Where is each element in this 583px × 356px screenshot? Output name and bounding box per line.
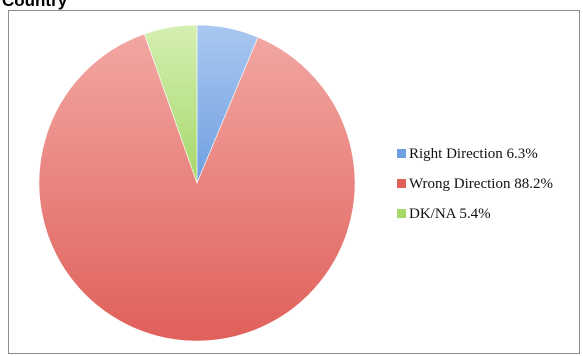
- legend-swatch-wrong-direction: [397, 179, 406, 188]
- legend-label-wrong-direction: Wrong Direction 88.2%: [409, 176, 553, 192]
- legend-label-dk-na: DK/NA 5.4%: [409, 206, 491, 222]
- legend-swatch-dk-na: [397, 209, 406, 218]
- chart-title: Country: [2, 0, 68, 10]
- pie-slice-dk-na: [143, 24, 198, 184]
- legend-label-right-direction: Right Direction 6.3%: [409, 146, 538, 162]
- pie-slice-wrong-direction: [38, 33, 356, 342]
- legend-swatch-right-direction: [397, 149, 406, 158]
